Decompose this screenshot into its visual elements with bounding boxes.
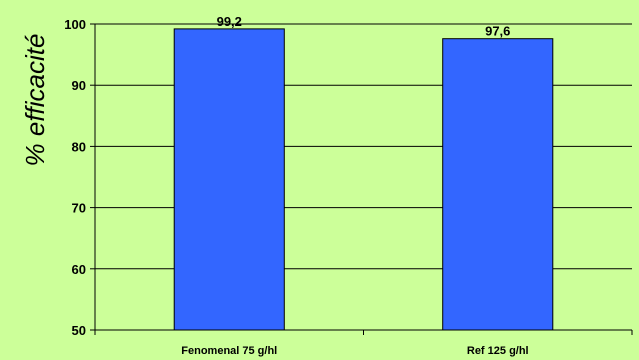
y-tick-label: 60 (72, 262, 86, 277)
bars (173, 28, 554, 331)
x-category-label-1: Fenomenal 75 g/hl (181, 345, 277, 357)
data-labels: 99,2 97,6 (217, 14, 511, 39)
bar-2 (442, 38, 554, 331)
bar-1 (173, 28, 285, 331)
data-label-1: 99,2 (217, 14, 242, 29)
y-tick-label: 80 (72, 139, 86, 154)
y-axis-ticks: 50 60 70 80 90 100 (64, 17, 95, 338)
data-label-2: 97,6 (485, 24, 510, 39)
y-tick-label: 70 (72, 201, 86, 216)
y-tick-label: 100 (64, 17, 86, 32)
y-tick-label: 50 (72, 323, 86, 338)
x-category-label-2: Ref 125 g/hl (467, 345, 529, 357)
x-axis-ticks: Fenomenal 75 g/hl Ref 125 g/hl (94, 330, 633, 357)
y-tick-label: 90 (72, 78, 86, 93)
y-axis-title: % efficacité (20, 34, 50, 167)
